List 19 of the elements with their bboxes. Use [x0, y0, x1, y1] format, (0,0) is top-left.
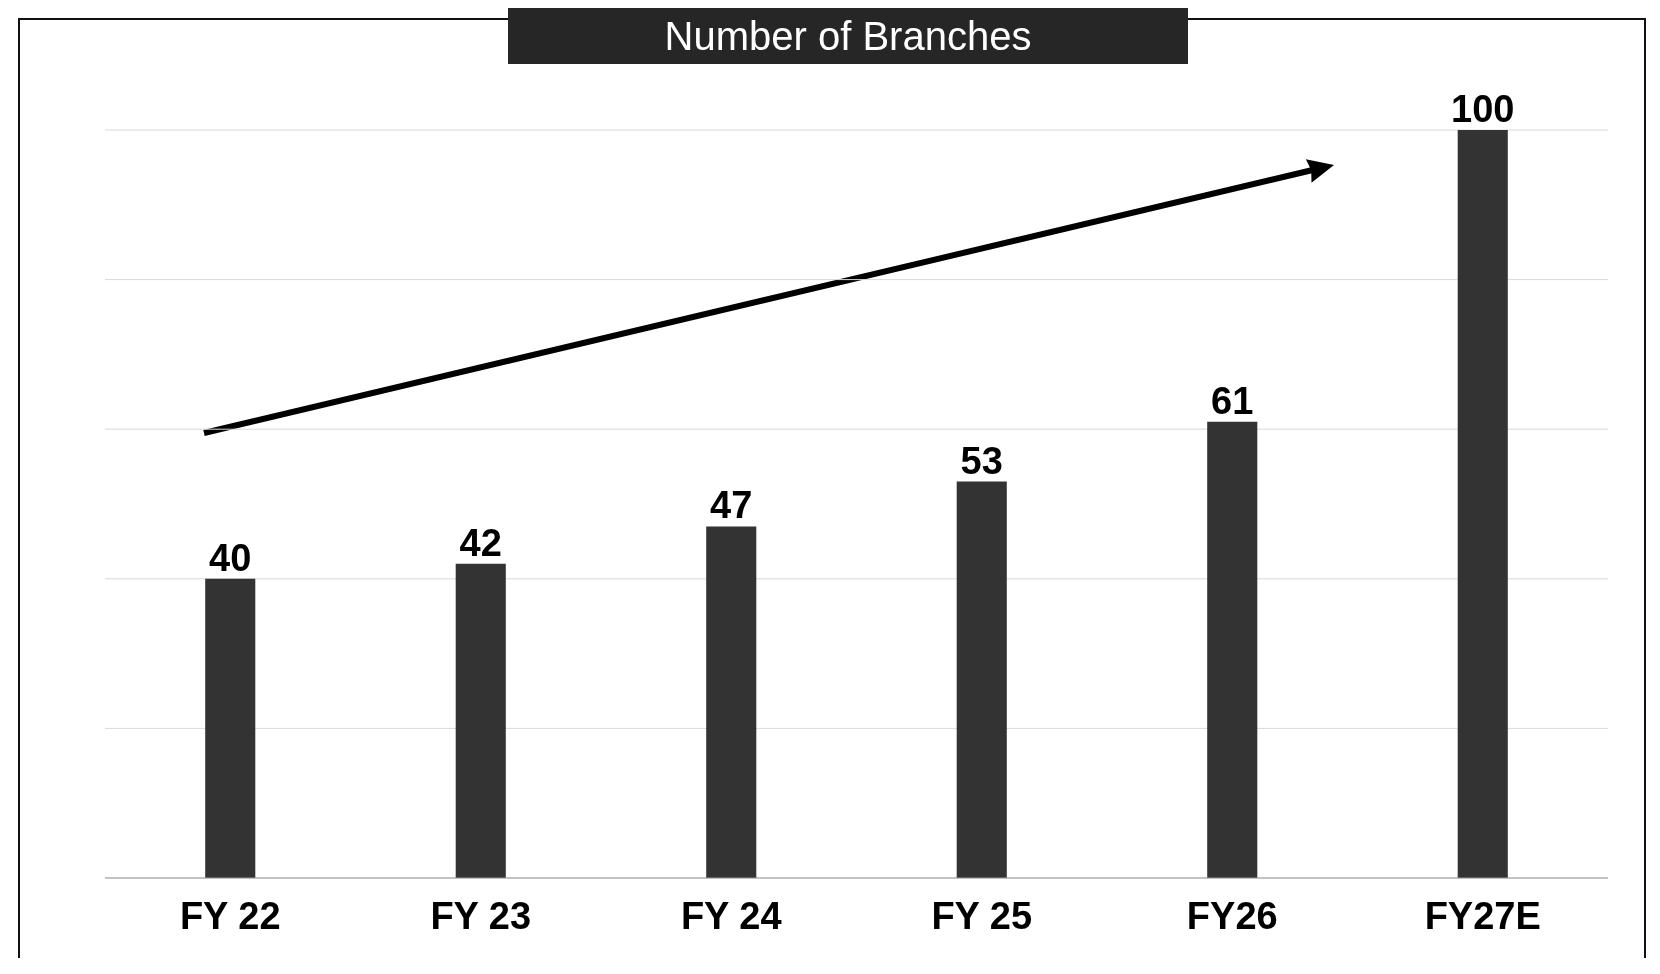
x-tick-label: FY27E [1424, 894, 1541, 937]
x-tick-label: FY26 [1186, 894, 1278, 937]
data-label: 40 [209, 536, 252, 579]
bar [706, 526, 757, 878]
bar [455, 563, 506, 878]
chart-title: Number of Branches [508, 8, 1188, 64]
data-label: 47 [710, 484, 753, 527]
bar [1207, 421, 1258, 878]
x-tick-label: FY 22 [179, 894, 281, 937]
data-label: 100 [1451, 88, 1515, 130]
bar [205, 578, 256, 878]
data-label: 53 [960, 439, 1003, 482]
data-label: 61 [1211, 379, 1254, 422]
bar [956, 481, 1007, 878]
x-tick-label: FY 24 [680, 894, 782, 937]
x-tick-label: FY 25 [931, 894, 1033, 937]
bar [1457, 130, 1508, 878]
data-label: 42 [459, 521, 502, 564]
x-tick-label: FY 23 [430, 894, 532, 937]
